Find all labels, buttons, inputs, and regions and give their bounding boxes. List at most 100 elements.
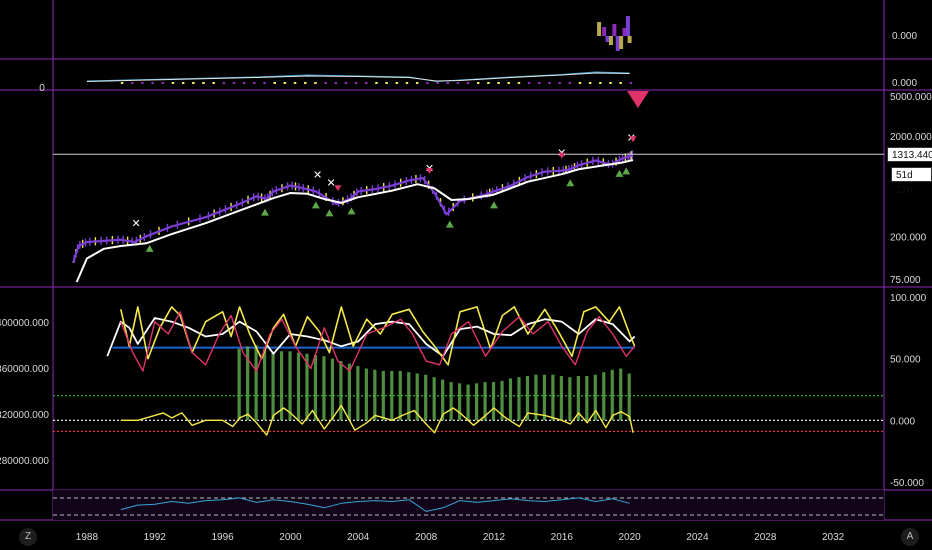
second-pane-mark: [578, 82, 582, 84]
second-pane-mark: [588, 82, 592, 84]
oscillator-histogram-bar: [441, 379, 445, 421]
second-pane-mark: [619, 82, 622, 84]
top-bar: [612, 24, 617, 36]
second-pane-mark: [131, 82, 134, 84]
oscillator-histogram-bar: [407, 372, 411, 421]
oscillator-left-tick: 360000.000: [0, 364, 49, 375]
top-bar: [622, 28, 627, 36]
auto-scale-button[interactable]: A: [901, 528, 919, 546]
x-axis-tick: 2004: [347, 532, 370, 543]
second-pane-mark: [629, 82, 633, 84]
top-bar: [597, 22, 602, 36]
oscillator-histogram-bar: [373, 369, 377, 421]
oscillator-histogram-bar: [576, 375, 580, 421]
oscillator-y-tick: 0.000: [890, 416, 915, 427]
top-bar: [625, 16, 630, 36]
oscillator-histogram-bar: [458, 383, 462, 421]
second-pane-tick: 0.000: [892, 78, 917, 89]
oscillator-line: [106, 317, 636, 358]
second-pane-mark: [395, 82, 399, 84]
second-pane-mark: [375, 82, 378, 84]
second-pane-mark: [415, 82, 419, 84]
second-pane-mark: [538, 82, 541, 84]
series-layer: ✕✕✕✕✕✕: [53, 16, 884, 516]
second-pane-mark: [517, 82, 521, 84]
buy-triangle: [489, 201, 498, 209]
zoom-reset-button[interactable]: Z: [19, 528, 37, 546]
second-pane-mark: [263, 82, 266, 84]
sell-triangle: [334, 185, 342, 192]
second-pane-mark: [303, 82, 307, 84]
oscillator-histogram-bar: [262, 348, 267, 421]
oscillator-y-tick: 100.000: [890, 293, 927, 304]
sell-triangle: [425, 167, 433, 174]
oscillator-y-tick: 50.000: [890, 355, 921, 366]
oscillator-histogram-bar: [364, 368, 368, 421]
price-y-tick: 2000.000: [890, 132, 932, 143]
oscillator-histogram-bar: [551, 374, 555, 421]
second-pane-mark: [507, 82, 511, 84]
price-line: [72, 153, 634, 263]
top-bar: [608, 36, 613, 45]
second-pane-mark: [527, 82, 531, 84]
second-pane-left-label: 0: [39, 83, 45, 94]
oscillator-histogram-bar: [474, 383, 479, 421]
x-axis-tick: 2012: [483, 532, 506, 543]
buy-triangle: [445, 220, 454, 228]
top-pane-tick: 0.000: [892, 31, 917, 42]
x-axis-tick: 1992: [144, 532, 167, 543]
oscillator-histogram-bar: [466, 384, 470, 421]
price-y-tick: 200.000: [890, 232, 927, 243]
oscillator-line: [120, 404, 634, 436]
second-pane-mark: [365, 82, 368, 84]
second-pane-mark: [212, 82, 215, 84]
sell-triangle: [629, 136, 637, 143]
x-marker: ✕: [131, 218, 140, 230]
second-pane-mark: [446, 82, 449, 84]
second-pane-mark: [222, 82, 226, 84]
oscillator-histogram-bar: [246, 346, 250, 421]
second-pane-mark: [405, 82, 409, 84]
oscillator-left-tick: 320000.000: [0, 410, 49, 421]
second-pane-mark: [476, 82, 480, 84]
oscillator-histogram-bar: [500, 380, 504, 421]
buy-triangle: [615, 169, 624, 177]
second-pane-mark: [609, 82, 612, 84]
oscillator-line: [120, 311, 636, 372]
oscillator-histogram-bar: [491, 382, 496, 421]
oscillator-histogram-bar: [517, 377, 521, 421]
second-pane-mark: [253, 82, 256, 84]
oscillator-histogram-bar: [381, 371, 385, 421]
buy-triangle: [260, 208, 269, 216]
top-bar: [627, 36, 632, 43]
x-axis-tick: 2024: [686, 532, 709, 543]
second-pane-mark: [293, 82, 297, 84]
countdown-tag: 51d 17h: [891, 167, 932, 196]
oscillator-histogram-bar: [390, 371, 394, 421]
second-pane-mark: [202, 82, 205, 84]
second-pane-mark: [548, 82, 551, 84]
oscillator-histogram-bar: [559, 375, 563, 421]
oscillator-histogram-bar: [525, 375, 530, 421]
second-pane-mark: [283, 82, 287, 84]
second-pane-mark: [314, 82, 317, 84]
top-bar: [602, 27, 607, 36]
oscillator-histogram-bar: [483, 382, 487, 421]
oscillator-histogram-bar: [330, 358, 335, 421]
oscillator-histogram-bar: [237, 348, 241, 421]
second-pane-mark: [242, 82, 246, 84]
oscillator-histogram-bar: [627, 373, 631, 421]
oscillator-histogram-bar: [322, 356, 326, 421]
x-axis-tick: 1996: [211, 532, 234, 543]
top-bar: [605, 36, 610, 42]
oscillator-histogram-bar: [398, 371, 402, 421]
oscillator-histogram-bar: [313, 354, 318, 421]
x-marker: ✕: [327, 177, 336, 189]
buy-triangle: [622, 167, 631, 175]
oscillator-histogram-bar: [356, 366, 360, 421]
oscillator-histogram-bar: [593, 374, 597, 421]
last-price-tag: 1313.440: [887, 147, 932, 162]
oscillator-histogram-bar: [432, 377, 436, 421]
